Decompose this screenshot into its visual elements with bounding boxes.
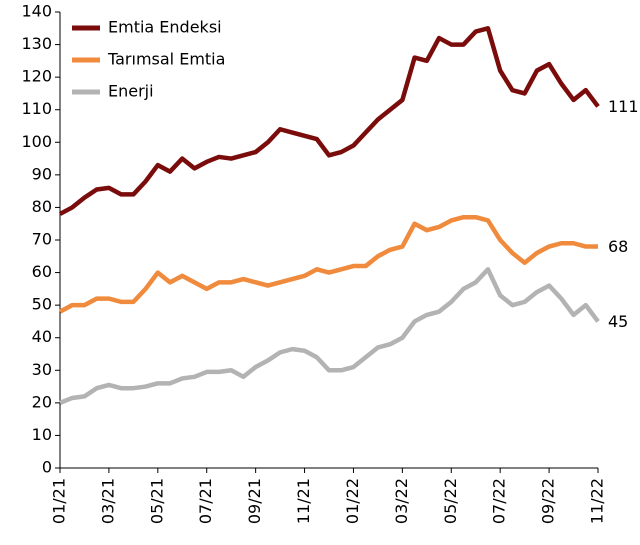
x-tick-label: 07/21	[196, 478, 215, 524]
y-tick-label: 130	[21, 34, 52, 53]
series-line	[59, 267, 600, 405]
x-tick-label: 03/22	[392, 478, 411, 524]
y-tick-label: 30	[32, 360, 52, 379]
y-tick-label: 60	[32, 262, 52, 281]
y-tick-label: 50	[32, 295, 52, 314]
y-tick-label: 40	[32, 327, 52, 346]
y-tick-label: 90	[32, 164, 52, 183]
y-tick-label: 20	[32, 392, 52, 411]
x-tick-label: 01/22	[343, 478, 362, 524]
y-tick-label: 10	[32, 425, 52, 444]
legend-label: Emtia Endeksi	[108, 18, 222, 37]
x-tick-label: 09/21	[245, 478, 264, 524]
y-tick-label: 80	[32, 197, 52, 216]
series-line	[58, 214, 598, 314]
y-tick-label: 110	[21, 99, 52, 118]
y-tick-label: 100	[21, 132, 52, 151]
y-tick-label: 0	[42, 458, 52, 477]
y-tick-label: 120	[21, 67, 52, 86]
x-tick-label: 09/22	[539, 478, 558, 524]
x-tick-label: 11/22	[588, 478, 607, 524]
y-tick-label: 140	[21, 2, 52, 21]
end-label: 111	[608, 97, 639, 116]
series-line	[58, 26, 600, 216]
x-tick-label: 05/21	[147, 478, 166, 524]
y-tick-label: 70	[32, 230, 52, 249]
x-tick-label: 01/21	[50, 478, 69, 524]
x-tick-label: 03/21	[98, 478, 117, 524]
legend-label: Tarımsal Emtia	[107, 50, 225, 69]
x-tick-label: 05/22	[441, 478, 460, 524]
end-label: 68	[608, 237, 628, 256]
x-tick-label: 07/22	[490, 478, 509, 524]
end-label: 45	[608, 312, 628, 331]
legend-label: Enerji	[108, 82, 154, 101]
x-tick-label: 11/21	[294, 478, 313, 524]
